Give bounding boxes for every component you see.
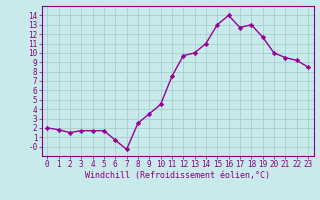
X-axis label: Windchill (Refroidissement éolien,°C): Windchill (Refroidissement éolien,°C) xyxy=(85,171,270,180)
